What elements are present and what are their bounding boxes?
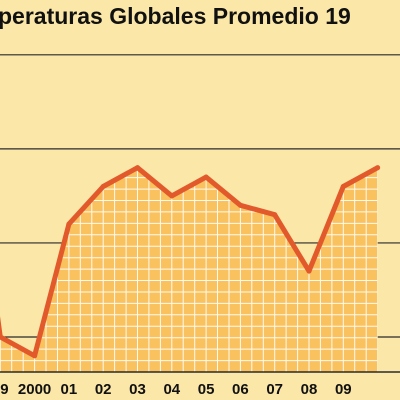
x-tick-label-04: 04 (163, 381, 180, 398)
data-point-09 (340, 184, 346, 189)
data-points (0, 165, 381, 359)
data-point-10 (375, 165, 381, 171)
data-point-04 (169, 193, 175, 199)
x-tick-label-2000: 2000 (18, 381, 51, 398)
x-tick-labels: 99 2000 01 02 03 04 05 06 07 08 09 (0, 381, 352, 398)
x-tick-label-05: 05 (198, 381, 215, 398)
x-tick-label-99: 99 (0, 381, 9, 398)
data-point-03 (135, 165, 140, 171)
data-point-05 (203, 174, 209, 180)
data-point-08 (306, 268, 312, 274)
data-point-06 (237, 202, 243, 208)
data-point-01 (66, 221, 72, 227)
data-point-99 (0, 334, 3, 340)
x-tick-label-07: 07 (266, 381, 283, 398)
x-tick-label-09: 09 (335, 381, 352, 398)
data-point-02 (100, 184, 106, 189)
x-tick-label-02: 02 (95, 381, 112, 398)
chart-title: peraturas Globales Promedio 19 (0, 3, 351, 29)
data-point-07 (272, 212, 278, 218)
x-tick-label-08: 08 (301, 381, 318, 398)
x-tick-label-06: 06 (232, 381, 249, 398)
data-point-2000 (32, 353, 38, 359)
x-tick-label-03: 03 (129, 381, 146, 398)
x-tick-label-01: 01 (61, 381, 78, 398)
area-fill (0, 167, 378, 372)
